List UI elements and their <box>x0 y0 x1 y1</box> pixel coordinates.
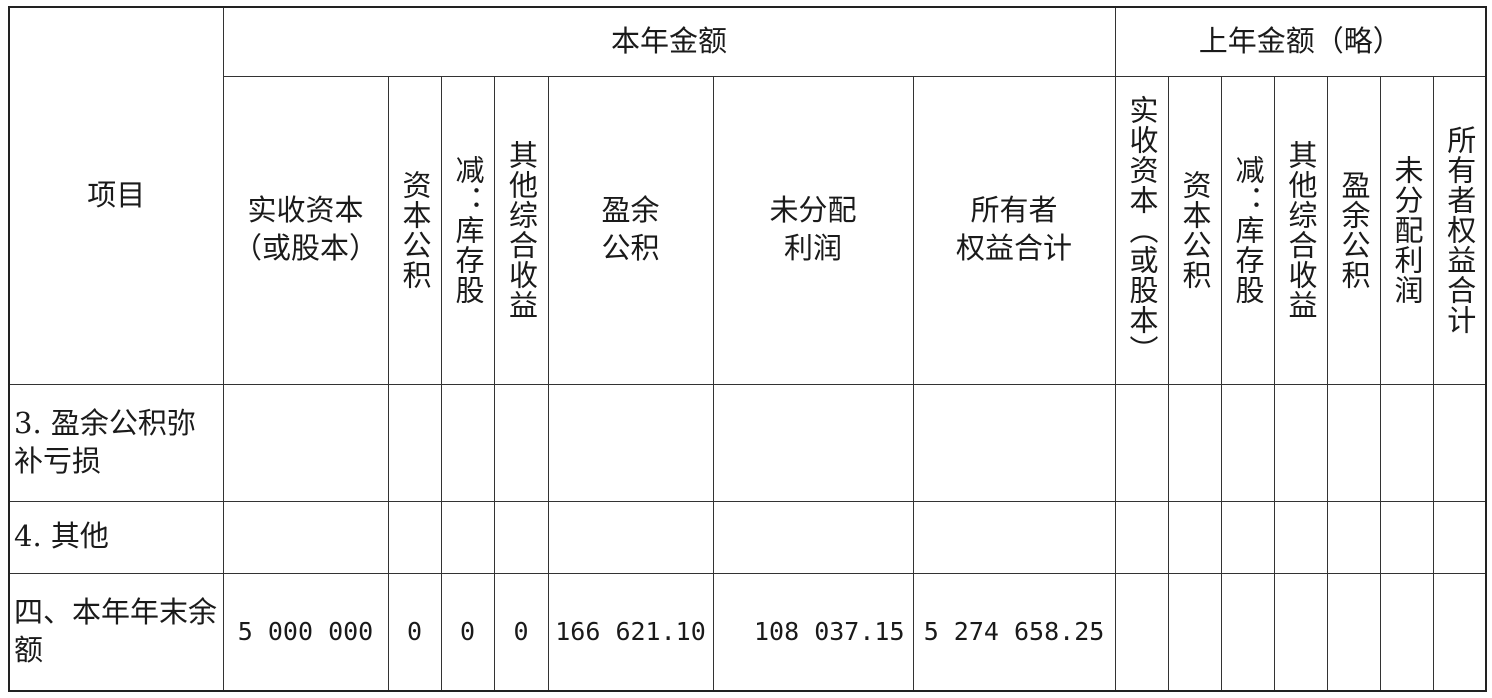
cell <box>1273 500 1328 574</box>
equity-change-table: 项目 本年金额 上年金额（略） 实收资本 （或股本） 资本公积 减：库存股 其他… <box>8 6 1487 692</box>
table-row: 4. 其他 <box>8 500 1487 574</box>
cell <box>222 383 389 502</box>
prior-col-other-comprehensive-income: 其他综合收益 <box>1273 75 1328 385</box>
cell <box>1379 572 1434 692</box>
cell <box>1167 500 1222 574</box>
cell <box>1167 383 1222 502</box>
prior-col-total-equity: 所有者权益合计 <box>1432 75 1487 385</box>
prior-col-undistributed-profit: 未分配利润 <box>1379 75 1434 385</box>
prior-col-surplus-reserve: 盈余公积 <box>1326 75 1381 385</box>
cell <box>1432 572 1487 692</box>
row-label: 四、本年年末余额 <box>8 572 224 692</box>
cell <box>1220 500 1275 574</box>
table-row: 四、本年年末余额 5 000 000 0 0 0 166 621.10 108 037.1… <box>8 572 1487 692</box>
cell: 5 000 000 <box>222 572 389 692</box>
row-label: 3. 盈余公积弥补亏损 <box>8 383 224 502</box>
cell: 0 <box>387 572 442 692</box>
cell <box>1220 383 1275 502</box>
cell: 0 <box>440 572 495 692</box>
cell <box>1432 500 1487 574</box>
table-row: 3. 盈余公积弥补亏损 <box>8 383 1487 502</box>
col-treasury-stock: 减：库存股 <box>440 75 495 385</box>
current-year-header: 本年金额 <box>222 6 1116 77</box>
cell: 108 037.15 <box>712 572 914 692</box>
cell <box>1114 383 1169 502</box>
cell <box>1432 383 1487 502</box>
cell <box>440 383 495 502</box>
col-surplus-reserve: 盈余 公积 <box>547 75 714 385</box>
cell: 5 274 658.25 <box>912 572 1116 692</box>
col-undistributed-profit: 未分配 利润 <box>712 75 914 385</box>
cell <box>912 500 1116 574</box>
cell <box>222 500 389 574</box>
cell: 166 621.10 <box>547 572 714 692</box>
cell <box>1326 500 1381 574</box>
cell <box>1379 500 1434 574</box>
cell <box>387 500 442 574</box>
cell <box>712 383 914 502</box>
cell <box>493 500 549 574</box>
cell <box>440 500 495 574</box>
cell <box>387 383 442 502</box>
col-paid-in-capital: 实收资本 （或股本） <box>222 75 389 385</box>
cell: 0 <box>493 572 549 692</box>
prior-col-treasury-stock: 减：库存股 <box>1220 75 1275 385</box>
cell <box>547 383 714 502</box>
cell <box>1379 383 1434 502</box>
row-label: 4. 其他 <box>8 500 224 574</box>
cell <box>1114 500 1169 574</box>
cell <box>1167 572 1222 692</box>
cell <box>1326 383 1381 502</box>
col-capital-reserve: 资本公积 <box>387 75 442 385</box>
cell <box>493 383 549 502</box>
cell <box>1273 383 1328 502</box>
prior-year-header: 上年金额（略） <box>1114 6 1487 77</box>
cell <box>1273 572 1328 692</box>
cell <box>547 500 714 574</box>
cell <box>1326 572 1381 692</box>
cell <box>912 383 1116 502</box>
prior-col-paid-in-capital: 实收资本（或股本） <box>1114 75 1169 385</box>
col-other-comprehensive-income: 其他综合收益 <box>493 75 549 385</box>
cell <box>1114 572 1169 692</box>
cell <box>1220 572 1275 692</box>
cell <box>712 500 914 574</box>
item-header: 项目 <box>8 6 224 385</box>
col-total-equity: 所有者 权益合计 <box>912 75 1116 385</box>
prior-col-capital-reserve: 资本公积 <box>1167 75 1222 385</box>
